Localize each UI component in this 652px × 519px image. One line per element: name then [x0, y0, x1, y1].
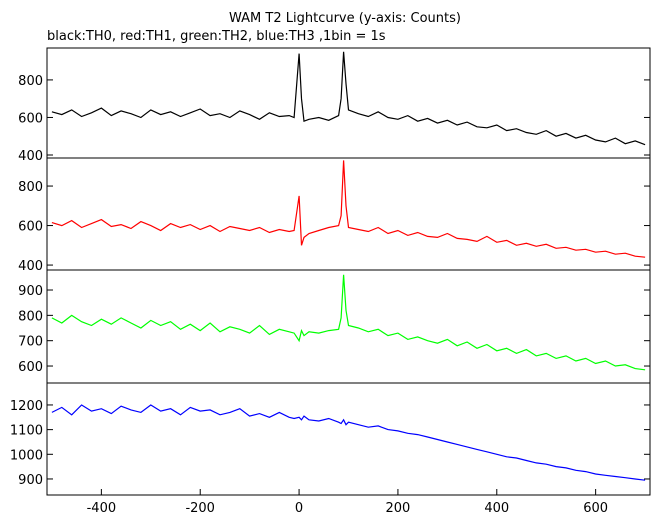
y-tick-label: 400: [18, 149, 43, 164]
y-tick-label: 900: [18, 284, 43, 299]
series-line: [51, 404, 646, 481]
y-tick-label: 700: [18, 335, 43, 350]
y-tick-label: 900: [18, 473, 43, 488]
y-tick-label: 1000: [10, 448, 43, 463]
series-line: [51, 51, 646, 146]
x-tick-label: -400: [87, 501, 117, 515]
x-tick-label: 200: [386, 501, 411, 515]
x-tick-label: 0: [295, 501, 303, 515]
y-tick-label: 600: [18, 111, 43, 126]
y-tick-label: 800: [18, 309, 43, 324]
panel-frame: [46, 382, 651, 496]
y-tick-label: 800: [18, 180, 43, 195]
x-tick-label: -200: [185, 501, 215, 515]
chart-subtitle: black:TH0, red:TH1, green:TH2, blue:TH3 …: [47, 29, 386, 44]
panel-frame: [46, 47, 651, 159]
y-tick-label: 600: [18, 360, 43, 375]
y-tick-label: 1100: [10, 424, 43, 439]
x-tick-label: 600: [583, 501, 608, 515]
y-tick-label: 1200: [10, 399, 43, 414]
x-tick-label: 400: [484, 501, 509, 515]
series-line: [51, 160, 646, 258]
chart-title: WAM T2 Lightcurve (y-axis: Counts): [229, 11, 461, 26]
y-tick-label: 400: [18, 259, 43, 274]
panel-frame: [46, 157, 651, 271]
series-line: [51, 274, 646, 371]
y-tick-label: 800: [18, 74, 43, 89]
y-tick-label: 600: [18, 220, 43, 235]
